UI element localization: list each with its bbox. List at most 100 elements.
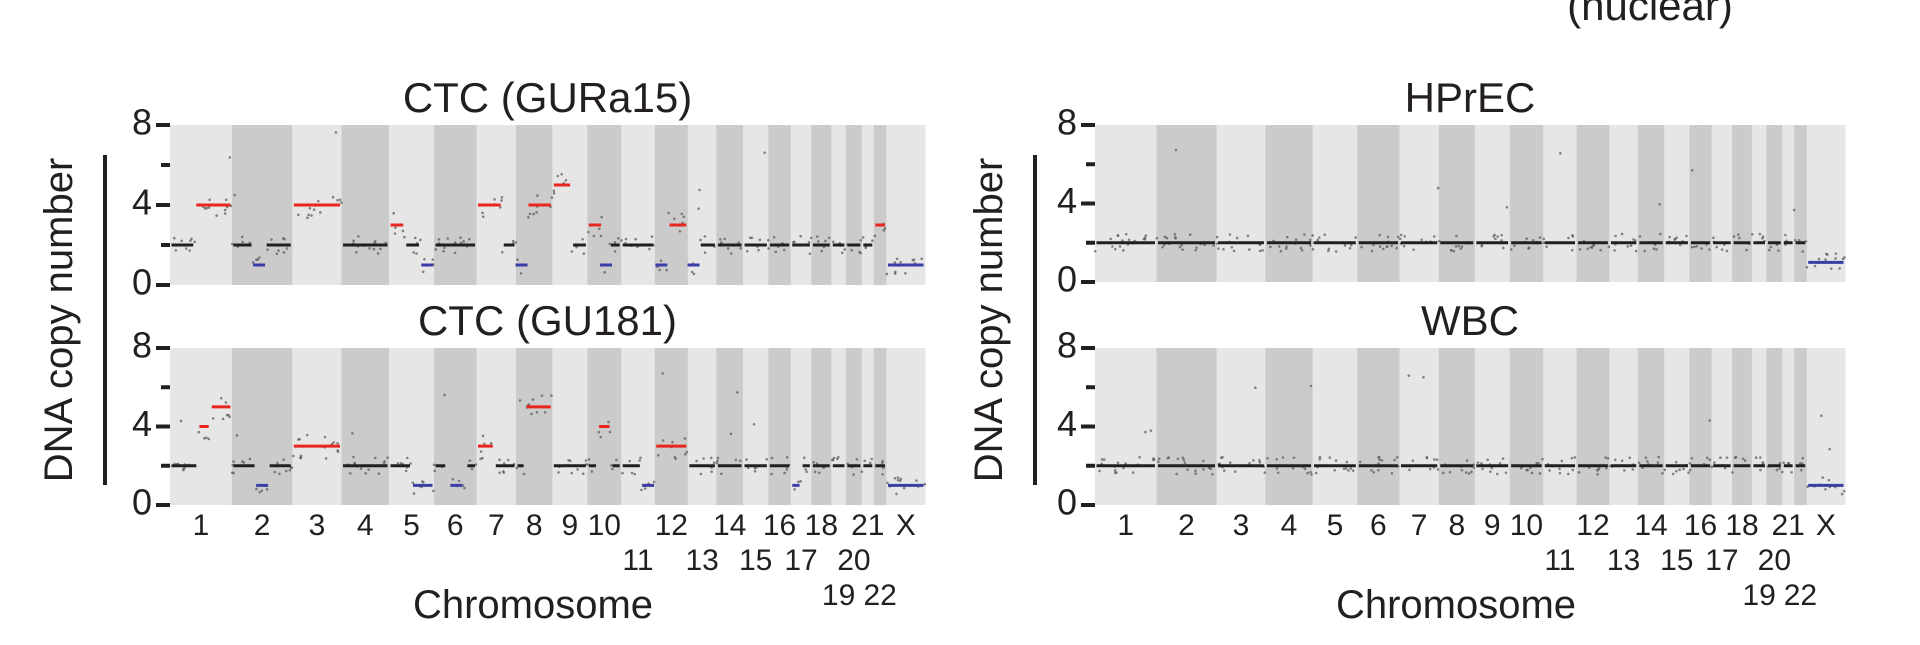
bin-point bbox=[1428, 467, 1432, 471]
y-tick-label: 0 bbox=[1057, 259, 1077, 300]
bin-point bbox=[224, 401, 228, 404]
bin-point bbox=[615, 458, 618, 462]
bin-point bbox=[758, 238, 762, 242]
bin-point bbox=[1235, 236, 1239, 240]
bin-point bbox=[855, 458, 859, 461]
bin-point bbox=[729, 252, 733, 255]
bin-point bbox=[1538, 236, 1542, 239]
bin-point bbox=[586, 463, 590, 466]
bin-point bbox=[902, 486, 906, 490]
bin-point bbox=[1144, 234, 1148, 237]
bin-point bbox=[527, 216, 530, 219]
bin-point bbox=[1560, 459, 1564, 463]
bin-point bbox=[1370, 469, 1373, 472]
bin-point bbox=[1777, 249, 1780, 252]
chromosome-band-3 bbox=[1216, 125, 1266, 282]
chromosome-label: 17 bbox=[1705, 544, 1738, 577]
bin-point bbox=[308, 206, 312, 210]
bin-point bbox=[782, 248, 786, 252]
chromosome-band-18 bbox=[811, 348, 832, 505]
bin-point bbox=[1605, 466, 1608, 470]
bin-point bbox=[519, 272, 523, 275]
bin-point bbox=[1782, 461, 1785, 465]
bin-point bbox=[1505, 205, 1509, 209]
bin-point bbox=[1194, 248, 1198, 252]
bin-point bbox=[411, 481, 415, 485]
bin-point bbox=[179, 419, 183, 423]
bin-point bbox=[1481, 467, 1484, 471]
chromosome-label: X bbox=[1816, 509, 1836, 542]
bin-point bbox=[597, 430, 601, 434]
bin-point bbox=[1102, 458, 1106, 461]
bin-point bbox=[352, 239, 355, 243]
chromosome-label: 6 bbox=[1370, 509, 1387, 542]
bin-point bbox=[1390, 472, 1394, 475]
bin-point bbox=[498, 471, 501, 474]
bin-point bbox=[543, 411, 547, 414]
bin-point bbox=[1399, 233, 1403, 237]
chromosome-label: 14 bbox=[713, 509, 746, 542]
bin-point bbox=[1377, 462, 1380, 465]
bin-point bbox=[1646, 460, 1649, 463]
bin-point bbox=[582, 252, 586, 255]
bin-point bbox=[1778, 462, 1782, 465]
bin-point bbox=[692, 272, 696, 276]
bin-point bbox=[351, 431, 354, 435]
bin-point bbox=[702, 457, 705, 460]
bin-point bbox=[1732, 235, 1736, 238]
bin-point bbox=[1820, 414, 1823, 418]
bin-point bbox=[1769, 245, 1773, 249]
bin-point bbox=[1678, 243, 1682, 247]
bin-point bbox=[1504, 471, 1508, 475]
bin-point bbox=[638, 459, 641, 462]
bin-point bbox=[463, 486, 466, 490]
bin-point bbox=[1222, 469, 1226, 472]
bin-point bbox=[1725, 249, 1729, 253]
chromosome-band-21 bbox=[1782, 125, 1795, 282]
bin-point bbox=[392, 211, 395, 215]
chromosome-band-6 bbox=[1357, 348, 1400, 505]
bin-point bbox=[1309, 384, 1313, 388]
bin-point bbox=[745, 249, 749, 253]
chromosome-band-2 bbox=[231, 125, 293, 285]
bin-point bbox=[1246, 234, 1250, 238]
bin-point bbox=[394, 226, 397, 229]
bin-point bbox=[1705, 456, 1709, 460]
bin-point bbox=[1695, 244, 1699, 248]
bin-point bbox=[1263, 471, 1267, 474]
chromosome-label: 15 bbox=[739, 544, 772, 577]
bin-point bbox=[850, 248, 854, 252]
bin-point bbox=[859, 238, 863, 242]
bin-point bbox=[1209, 467, 1213, 471]
bin-point bbox=[379, 247, 382, 251]
bin-point bbox=[831, 240, 835, 244]
chromosome-label: 18 bbox=[1725, 509, 1758, 542]
bin-point bbox=[1378, 458, 1381, 461]
bin-point bbox=[1228, 233, 1232, 236]
bin-point bbox=[1623, 469, 1626, 472]
bin-point bbox=[765, 457, 769, 461]
bin-point bbox=[1457, 244, 1460, 248]
bin-point bbox=[665, 268, 668, 272]
bin-point bbox=[552, 191, 556, 195]
bin-point bbox=[1254, 386, 1257, 389]
chromosome-label: 20 bbox=[1758, 544, 1791, 577]
bin-point bbox=[372, 247, 376, 251]
bin-point bbox=[500, 195, 504, 199]
bin-point bbox=[1743, 459, 1747, 462]
bin-point bbox=[498, 458, 501, 462]
bin-point bbox=[1597, 468, 1600, 471]
bin-point bbox=[1393, 458, 1396, 462]
bin-point bbox=[1720, 248, 1724, 251]
bin-point bbox=[1737, 233, 1740, 236]
bin-point bbox=[1347, 469, 1350, 472]
bin-point bbox=[1228, 461, 1232, 465]
bin-point bbox=[1334, 459, 1338, 462]
bin-point bbox=[1303, 467, 1307, 471]
bin-point bbox=[1804, 240, 1808, 243]
chromosome-band-16 bbox=[1689, 125, 1713, 282]
bin-point bbox=[661, 439, 665, 442]
bin-point bbox=[1682, 467, 1685, 471]
bin-point bbox=[911, 258, 915, 262]
y-tick-label: 0 bbox=[132, 262, 152, 303]
